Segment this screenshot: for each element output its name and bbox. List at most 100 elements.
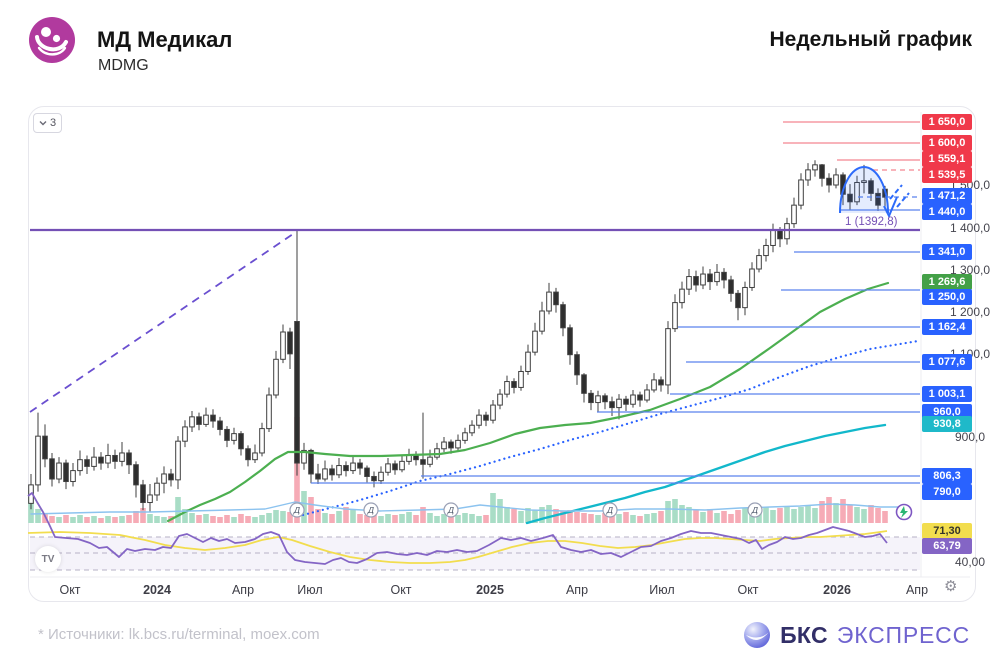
x-axis-label: 2024 [143,583,171,597]
volume-bar [490,493,496,523]
axis-settings-gear-icon[interactable]: ⚙ [944,578,958,595]
candle-body [525,351,531,372]
candle-body [588,392,594,404]
svg-text:Д: Д [751,505,758,515]
candle-body [252,452,258,461]
candle-body [826,177,832,186]
candle-body [504,381,510,395]
volume-bar [504,507,510,523]
candle-body [168,473,174,481]
volume-bar [329,514,335,523]
volume-bar [651,513,657,523]
brand-light-label: ЭКСПРЕСС [836,621,970,648]
candle-body [763,244,769,257]
candle-body [490,404,496,421]
ma-dotted-blue [301,339,920,517]
mdmg-logo-icon [29,17,75,63]
volume-bar [434,516,440,523]
candle-body [350,462,356,472]
volume-bar [539,507,545,523]
volume-bar [483,515,489,523]
y-axis-label: 40,00 [954,555,986,569]
candle-body [700,273,706,286]
dividend-circle-icon [363,502,379,518]
candle-body [721,271,727,281]
candle-body [448,441,454,449]
ma-teal [525,423,887,525]
volume-bar [791,509,797,523]
candle-body [364,467,370,477]
candle-body [714,271,720,283]
candle-body [294,321,300,464]
indicators-collapse-chip[interactable]: 3 [33,113,63,133]
volume-bar [749,511,755,523]
candle-body [798,179,804,206]
tradingview-logo-icon[interactable]: TV [35,546,61,572]
volume-bar [175,497,181,523]
volume-bar [210,516,216,523]
candle-body [511,381,517,388]
y-axis-label: 900,0 [954,430,986,444]
candle-body [98,456,104,464]
moving-average-lines [30,281,920,525]
candle-body [539,310,545,332]
candle-body [399,460,405,471]
volume-bars [28,417,888,523]
svg-text:Д: Д [293,505,300,515]
volume-bar [742,508,748,523]
candle-body [210,414,216,422]
volume-bar [84,517,90,523]
volume-bar [182,509,188,523]
candle-body [819,164,825,179]
candle-body [217,420,223,430]
volume-bar [630,515,636,523]
candle-body [182,426,188,442]
volume-bar [875,508,881,523]
candle-body [49,458,55,480]
candle-body [392,463,398,471]
volume-bar [371,513,377,523]
volume-bar [322,513,328,523]
svg-text:Д: Д [367,505,374,515]
volume-bar [616,514,622,523]
candle-body [280,331,286,360]
candle-body [875,192,881,206]
volume-bar [280,511,286,523]
candle-body [469,424,475,434]
candle-body [602,395,608,403]
volume-bar [770,510,776,523]
price-badge: 1 600,0 [922,135,972,151]
volume-bar [273,510,279,523]
candle-body [644,389,650,401]
volume-bar [497,499,503,523]
dividend-circle-icon [443,502,459,518]
x-axis-label: Апр [905,583,929,597]
volume-bar [532,510,538,523]
volume-bar [588,514,594,523]
volume-bar [672,499,678,523]
candle-body [665,328,671,386]
price-badge: 790,0 [922,484,972,500]
candle-body [693,276,699,286]
volume-bar [203,514,209,523]
volume-bar [364,515,370,523]
volume-bar [679,505,685,523]
volume-bar [623,512,629,523]
volume-bar [714,513,720,523]
volume-bar [392,515,398,523]
x-axis-label: Апр [231,583,255,597]
candle-body [315,473,321,480]
volume-bar [546,505,552,523]
candle-body [777,229,783,240]
candle-body [378,471,384,482]
indicator-count-label: 3 [50,117,57,129]
candle-body [385,463,391,473]
price-badge: 63,79 [922,538,972,554]
candle-body [784,223,790,240]
candle-body [147,494,153,504]
volume-bar [413,515,419,523]
chart-period-title: Недельный график [769,28,972,51]
volume-bar [728,514,734,523]
price-badge: 1 003,1 [922,386,972,402]
